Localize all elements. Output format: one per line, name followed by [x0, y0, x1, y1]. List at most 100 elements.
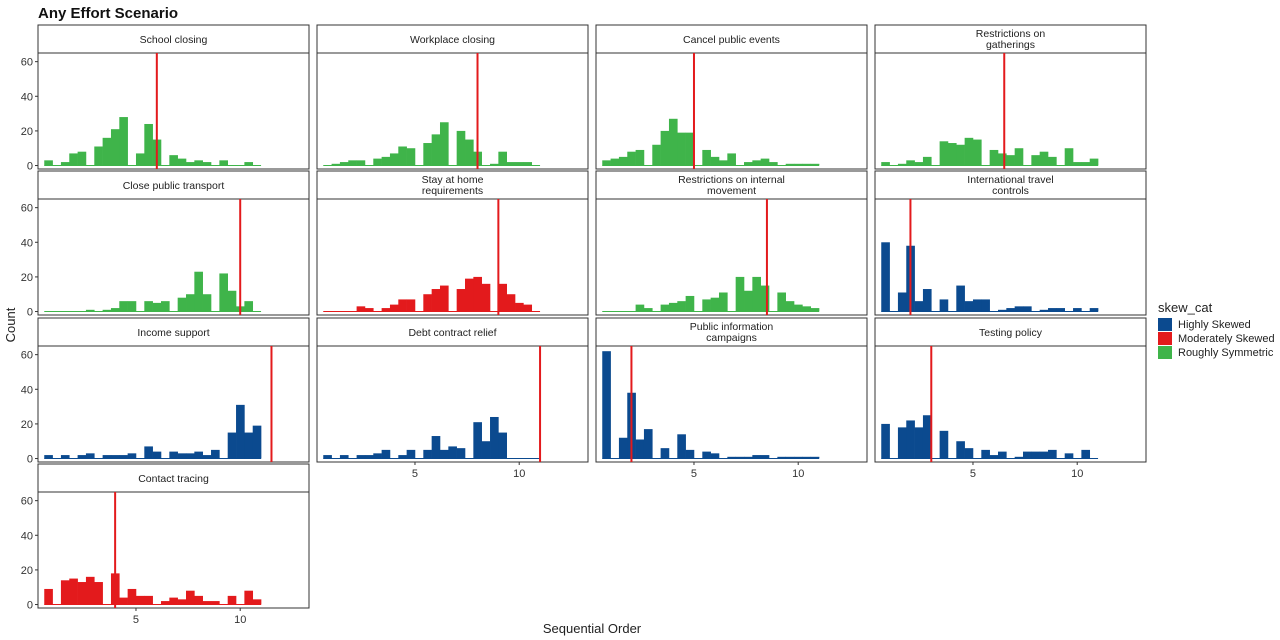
facet-title: Close public transport: [123, 180, 225, 192]
histogram-bar: [997, 451, 1007, 459]
histogram-bar: [752, 160, 761, 166]
histogram-bar: [227, 432, 237, 459]
facet-panel: Cancel public events: [595, 24, 868, 170]
histogram-bar: [211, 449, 220, 459]
facet-title: Workplace closing: [410, 34, 495, 46]
histogram-bar: [364, 455, 374, 459]
histogram-bar: [922, 156, 932, 166]
histogram-bar: [727, 153, 736, 166]
histogram-bar: [506, 162, 516, 166]
facet-title: Restrictions on internal movement: [678, 174, 785, 197]
histogram-bar: [44, 588, 53, 605]
histogram-bar: [202, 294, 212, 312]
x-tick-label: 10: [1071, 468, 1083, 480]
legend-title: skew_cat: [1158, 300, 1213, 315]
facet-plot: 0 20 40 60: [21, 198, 310, 319]
histogram-bar: [102, 309, 112, 312]
histogram-bar: [456, 289, 466, 312]
y-tick-label: 60: [21, 203, 33, 215]
histogram-bar: [85, 576, 95, 605]
histogram-bar: [169, 451, 178, 459]
panel-border: [874, 52, 1147, 170]
facet-title: International travel controls: [967, 174, 1053, 197]
facet-plot: 0 20 40 60: [21, 52, 310, 173]
facet-strip: [874, 24, 1147, 54]
legend-item: Roughly Symmetric: [1158, 346, 1274, 359]
facet-title: Contact tracing: [138, 473, 209, 485]
facet-strip: [37, 317, 310, 347]
legend: skew_cat Highly Skewed Moderately Skewed R…: [1158, 300, 1275, 359]
histogram-bar: [423, 294, 432, 312]
histogram-bar: [939, 430, 949, 459]
histogram-bar: [1039, 309, 1049, 312]
histogram-bar: [356, 160, 366, 166]
histogram-bar: [769, 162, 778, 166]
histogram-bar: [110, 129, 120, 166]
facet-plot: 5 10: [316, 345, 589, 480]
histogram-bar: [227, 290, 237, 312]
histogram-bar: [465, 278, 474, 312]
histogram-bar: [373, 158, 382, 166]
histogram-bar: [794, 304, 803, 312]
facet-plot: 5 10: [595, 345, 868, 480]
histogram-bar: [339, 455, 349, 459]
histogram-bar: [1056, 308, 1065, 312]
histogram-bar: [194, 271, 203, 312]
histogram-bar: [1081, 162, 1091, 166]
facet-strip: [316, 24, 589, 54]
histogram-bar: [668, 302, 678, 312]
histogram-bar: [44, 160, 53, 166]
facet-title: School closing: [140, 34, 208, 46]
facet-plot: [316, 52, 589, 170]
histogram-bar: [448, 446, 457, 459]
histogram-bar: [186, 590, 195, 605]
histogram-bar: [660, 448, 670, 459]
histogram-bar: [1073, 308, 1082, 312]
chart-title: Any Effort Scenario: [38, 5, 178, 22]
histogram-bar: [956, 285, 965, 312]
facet-title: Debt contract relief: [408, 327, 496, 339]
histogram-bar: [610, 158, 620, 166]
histogram-bar: [956, 144, 965, 166]
histogram-bar: [881, 162, 890, 166]
facet-plot: 0 20 40 60 5 10: [21, 491, 310, 626]
histogram-bar: [677, 301, 686, 312]
histogram-bar: [498, 151, 507, 166]
histogram-bar: [906, 420, 915, 459]
histogram-bar: [244, 432, 254, 459]
histogram-bar: [685, 449, 695, 459]
histogram-bar: [710, 453, 720, 459]
y-tick-label: 40: [21, 91, 33, 103]
y-tick-label: 40: [21, 384, 33, 396]
y-tick-label: 20: [21, 272, 33, 284]
histogram-bar: [431, 289, 441, 312]
histogram-bar: [752, 276, 761, 312]
facet-panel: International travel controls: [874, 170, 1147, 316]
histogram-bar: [964, 137, 974, 166]
histogram-bar: [152, 302, 162, 312]
facet-panel: Restrictions on internal movement: [595, 170, 868, 316]
histogram-bar: [964, 301, 974, 312]
facet-strip: [595, 317, 868, 347]
histogram-bar: [177, 297, 187, 312]
histogram-bar: [406, 449, 416, 459]
histogram-bar: [160, 301, 170, 312]
histogram-bar: [660, 304, 670, 312]
histogram-bar: [1089, 158, 1099, 166]
histogram-bar: [897, 292, 907, 312]
histogram-bar: [997, 309, 1007, 312]
histogram-bar: [989, 455, 999, 459]
panel-border: [37, 345, 310, 463]
histogram-bar: [119, 301, 128, 312]
histogram-bar: [702, 299, 711, 312]
histogram-bar: [735, 456, 745, 459]
legend-item: Highly Skewed: [1158, 318, 1251, 331]
histogram-bar: [364, 308, 374, 312]
histogram-bar: [523, 162, 533, 166]
panel-border: [595, 52, 868, 170]
histogram-bar: [881, 423, 890, 459]
panel-border: [316, 345, 589, 463]
histogram-bar: [244, 162, 254, 166]
histogram-bar: [423, 143, 432, 166]
histogram-bar: [506, 294, 516, 312]
